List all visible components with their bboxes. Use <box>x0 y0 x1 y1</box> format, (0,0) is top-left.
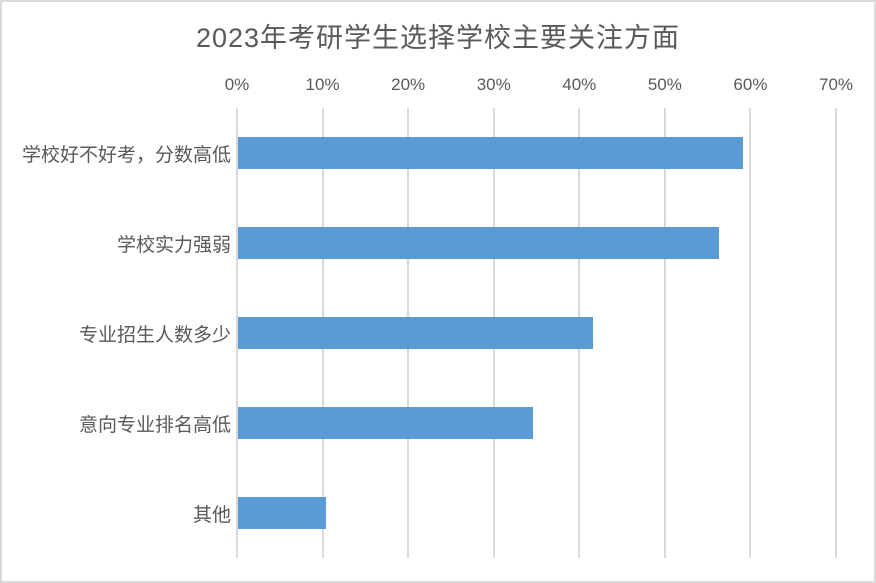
category-label: 学校实力强弱 <box>116 234 231 256</box>
x-tick-label: 70% <box>818 75 854 94</box>
bar <box>238 317 594 349</box>
x-tick-label: 20% <box>391 75 426 94</box>
category-label: 意向专业排名高低 <box>78 414 231 436</box>
chart-title: 2023年考研学生选择学校主要关注方面 <box>195 23 681 53</box>
x-tick-label: 0% <box>224 75 250 94</box>
category-label: 其他 <box>192 504 231 526</box>
plot-area <box>236 108 837 558</box>
x-tick-label: 60% <box>733 75 768 94</box>
bar <box>238 227 719 259</box>
gridline <box>663 108 666 558</box>
x-tick-label: 10% <box>305 75 340 94</box>
x-tick-label: 40% <box>562 75 597 94</box>
x-tick-label: 30% <box>476 75 511 94</box>
gridline <box>236 108 238 558</box>
bar <box>238 497 327 529</box>
bar <box>238 407 534 439</box>
gridline <box>835 108 837 558</box>
gridline <box>749 108 752 558</box>
bar <box>238 137 743 169</box>
category-label: 学校好不好考，分数高低 <box>21 144 231 166</box>
x-tick-label: 50% <box>647 75 682 94</box>
category-label: 专业招生人数多少 <box>78 324 231 346</box>
